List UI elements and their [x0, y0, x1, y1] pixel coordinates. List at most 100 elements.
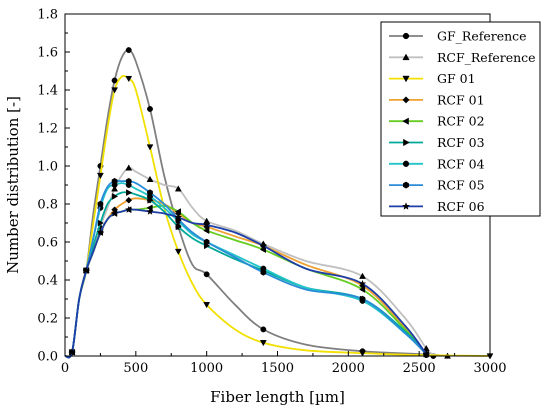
data-point [146, 175, 154, 182]
legend-label: RCF 04 [437, 156, 485, 171]
data-point [111, 87, 119, 94]
data-point [126, 189, 133, 197]
legend-entry: GF_Reference [389, 29, 527, 44]
y-tick-label: 1.6 [37, 46, 58, 61]
series-line [64, 191, 427, 359]
data-point [111, 77, 118, 84]
y-tick-label: 1.4 [37, 84, 58, 99]
series-line [64, 179, 427, 359]
y-tick-label: 1.0 [37, 160, 58, 175]
data-point [422, 350, 431, 358]
plot-area [64, 47, 494, 360]
data-point [359, 272, 366, 279]
data-point [111, 185, 119, 192]
data-point [147, 189, 153, 196]
series-line [64, 208, 427, 359]
legend-label: RCF_Reference [437, 50, 536, 65]
data-point [260, 326, 267, 333]
data-point [124, 205, 133, 213]
legend-entry: RCF_Reference [389, 50, 536, 65]
series-line [64, 74, 491, 359]
y-axis-title: Number distribution [-] [4, 96, 22, 274]
x-tick-label: 1500 [261, 361, 294, 376]
data-point [146, 207, 154, 215]
legend-entry: RCF 04 [389, 156, 485, 171]
data-point [125, 47, 132, 54]
data-point [147, 106, 153, 112]
y-tick-label: 1.8 [37, 8, 58, 23]
data-point [203, 238, 210, 246]
legend: GF_Reference RCF_Reference GF 01 RCF 01 RCF … [380, 21, 541, 217]
legend-label: GF_Reference [437, 29, 527, 44]
y-tick-label: 0.2 [37, 312, 58, 327]
legend-entry: RCF 02 [389, 114, 485, 129]
legend-entry: RCF 06 [389, 199, 485, 214]
x-tick-label: 1000 [190, 361, 223, 376]
data-point [403, 138, 410, 147]
data-point [402, 160, 410, 167]
legend-label: RCF 06 [437, 199, 485, 214]
legend-entry: RCF 03 [389, 135, 485, 150]
y-tick-label: 1.2 [37, 122, 58, 137]
series-rcf-06 [64, 205, 431, 359]
data-point [402, 117, 409, 125]
legend-entry: GF 01 [389, 71, 476, 86]
data-point [259, 340, 267, 347]
data-point [125, 196, 133, 204]
legend-label: RCF 02 [437, 114, 485, 129]
legend-entry: RCF 01 [389, 92, 485, 107]
y-tick-label: 0.8 [37, 198, 58, 213]
legend-label: RCF 05 [437, 178, 485, 193]
data-point [110, 209, 119, 217]
series-markers [68, 205, 431, 358]
series-line [64, 182, 427, 359]
data-point [111, 177, 118, 185]
data-point [97, 200, 104, 208]
data-point [259, 241, 268, 250]
y-tick-label: 0.6 [37, 236, 58, 251]
data-point [358, 279, 367, 288]
data-point [68, 348, 76, 356]
series-rcf-03 [64, 189, 430, 359]
data-point [402, 181, 410, 189]
x-tick-label: 500 [123, 361, 148, 376]
data-point [401, 202, 411, 210]
data-point [82, 266, 91, 274]
data-point [402, 96, 410, 104]
data-point [111, 192, 119, 200]
series-rcf-04 [64, 182, 430, 359]
data-point [125, 164, 133, 171]
series-markers [69, 189, 430, 358]
data-point [359, 295, 366, 303]
legend-label: RCF 03 [437, 135, 485, 150]
data-point [175, 223, 182, 231]
data-point [174, 185, 182, 192]
x-tick-label: 3000 [473, 361, 506, 376]
data-point [125, 177, 132, 185]
legend-entry: RCF 05 [389, 178, 485, 193]
series-markers [68, 196, 430, 358]
data-point [203, 227, 210, 235]
data-point [96, 172, 104, 180]
data-point [174, 208, 181, 216]
series-markers [69, 177, 430, 358]
y-tick-label: 0.4 [37, 274, 58, 289]
data-point [174, 213, 183, 221]
data-point [96, 228, 105, 236]
legend-label: RCF 01 [437, 92, 485, 107]
y-tick-label: 0.0 [37, 350, 58, 365]
data-point [358, 286, 366, 293]
data-point [260, 269, 267, 276]
series-line [64, 197, 427, 359]
x-tick-label: 0 [61, 361, 69, 376]
x-tick-label: 2000 [332, 361, 365, 376]
data-point [174, 248, 182, 256]
x-tick-label: 2500 [403, 361, 436, 376]
data-point [402, 32, 410, 40]
x-axis-title: Fiber length [µm] [210, 388, 345, 406]
series-rcf-01 [64, 196, 430, 359]
series-rcf-02 [64, 204, 429, 359]
data-point [203, 271, 210, 278]
data-point [203, 302, 211, 309]
series-markers [69, 182, 430, 358]
